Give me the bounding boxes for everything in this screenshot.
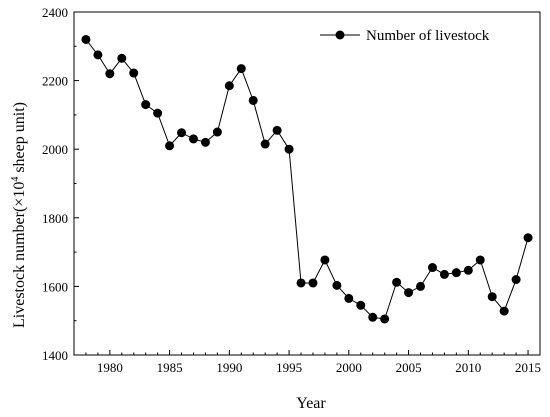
data-point-1990	[224, 81, 234, 91]
data-point-1991	[236, 64, 246, 74]
data-point-2013	[499, 306, 509, 316]
data-point-1995	[284, 144, 294, 154]
data-point-2015	[523, 233, 533, 243]
data-point-2002	[368, 312, 378, 322]
y-tick-label-1600: 1600	[42, 279, 68, 294]
data-point-2007	[427, 263, 437, 273]
x-tick-label-2000: 2000	[336, 360, 362, 375]
legend: Number of livestock	[320, 28, 490, 44]
data-point-1982	[129, 68, 139, 78]
data-point-1987	[188, 134, 198, 144]
y-axis-title-suffix: sheep unit)	[11, 102, 28, 177]
data-point-1983	[141, 100, 151, 110]
data-point-1978	[81, 34, 91, 44]
data-point-2000	[344, 293, 354, 303]
y-axis-title: Livestock number(×104 sheep unit)	[10, 102, 28, 328]
data-point-1985	[165, 141, 175, 151]
data-point-2010	[463, 265, 473, 275]
y-tick-label-2400: 2400	[42, 5, 68, 20]
data-point-1993	[260, 139, 270, 149]
data-point-1989	[212, 127, 222, 137]
data-point-2001	[356, 300, 366, 310]
data-point-1996	[296, 278, 306, 288]
data-point-2006	[416, 281, 426, 291]
x-tick-label-2005: 2005	[396, 360, 422, 375]
legend-marker	[335, 30, 345, 40]
data-point-1979	[93, 50, 103, 60]
series-layer	[81, 34, 533, 324]
data-point-2004	[392, 277, 402, 287]
data-point-1998	[320, 255, 330, 265]
x-tick-label-2010: 2010	[455, 360, 481, 375]
data-point-1986	[177, 128, 187, 138]
data-point-2009	[451, 268, 461, 278]
y-tick-label-2000: 2000	[42, 142, 68, 157]
data-point-1997	[308, 278, 318, 288]
y-tick-label-1400: 1400	[42, 348, 68, 363]
y-axis-title-superscript: 4	[10, 177, 21, 182]
y-axis-title-prefix: Livestock number(×10	[11, 182, 28, 328]
y-tick-label-1800: 1800	[42, 211, 68, 226]
data-point-1994	[272, 125, 282, 135]
data-point-1988	[200, 137, 210, 147]
data-point-2011	[475, 255, 485, 265]
x-tick-label-2015: 2015	[515, 360, 541, 375]
data-point-2014	[511, 275, 521, 285]
x-tick-label-1995: 1995	[276, 360, 302, 375]
data-point-2005	[404, 288, 414, 298]
x-tick-label-1980: 1980	[97, 360, 123, 375]
y-tick-label-2200: 2200	[42, 74, 68, 89]
data-point-1980	[105, 69, 115, 79]
x-tick-label-1990: 1990	[216, 360, 242, 375]
data-point-1981	[117, 53, 127, 63]
data-point-1999	[332, 280, 342, 290]
data-point-2008	[439, 269, 449, 279]
data-point-2012	[487, 292, 497, 302]
data-point-1992	[248, 95, 258, 105]
legend-label: Number of livestock	[366, 28, 490, 44]
x-axis-title: Year	[296, 395, 326, 412]
data-point-2003	[380, 314, 390, 324]
x-tick-label-1985: 1985	[157, 360, 183, 375]
data-point-1984	[153, 108, 163, 118]
y-axis-ticks: 1400 1600 1800 2000 2200 2400	[42, 5, 79, 363]
